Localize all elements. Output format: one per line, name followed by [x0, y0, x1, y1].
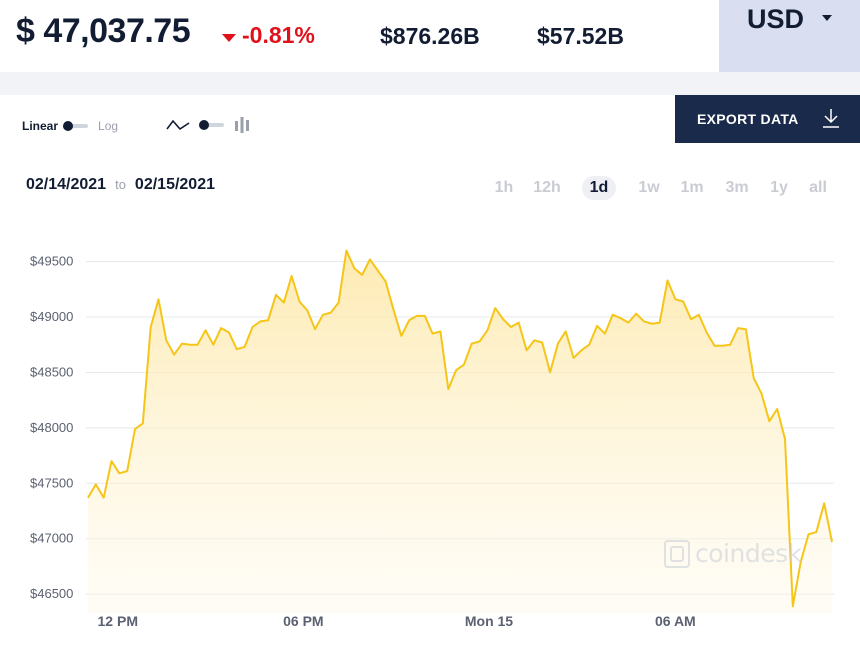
currency-label: USD: [747, 4, 805, 34]
y-tick-label: $46500: [30, 586, 73, 601]
x-axis-labels: 12 PM 06 PM Mon 15 06 AM: [98, 613, 696, 629]
y-tick-label: $49000: [30, 309, 73, 324]
ticker-header: $ 47,037.75 -0.81% $876.26B $57.52B USD: [0, 0, 860, 72]
range-1d[interactable]: 1d: [582, 176, 616, 200]
y-tick-label: $49500: [30, 254, 73, 269]
price-line: [87, 249, 833, 608]
export-data-label: EXPORT DATA: [697, 111, 799, 127]
date-range[interactable]: 02/14/2021 to 02/15/2021: [26, 176, 215, 194]
range-selector: 1h 12h 1d 1w 1m 3m 1y all: [0, 176, 860, 200]
coindesk-logo-icon: [664, 539, 690, 568]
price-change: -0.81%: [222, 22, 315, 49]
candlestick-icon[interactable]: [234, 116, 250, 134]
y-tick-label: $48000: [30, 420, 73, 435]
line-chart-icon[interactable]: [166, 117, 190, 133]
caret-down-icon: [822, 15, 832, 21]
triangle-down-icon: [222, 33, 236, 42]
current-price: $ 47,037.75: [16, 12, 191, 50]
chart-type-toggle[interactable]: [166, 116, 250, 134]
date-to-word: to: [115, 177, 126, 192]
y-axis-labels: $46500 $47000 $47500 $48000 $48500 $49000 $495…: [30, 254, 73, 602]
y-tick-label: $47000: [30, 531, 73, 546]
scale-switch[interactable]: [63, 121, 89, 131]
linear-label[interactable]: Linear: [22, 119, 59, 133]
x-tick-label: 06 PM: [283, 613, 323, 629]
log-label[interactable]: Log: [98, 119, 119, 133]
range-3m[interactable]: 3m: [725, 179, 749, 196]
y-tick-label: $47500: [30, 475, 73, 490]
price-change-value: -0.81%: [242, 22, 315, 48]
range-1h[interactable]: 1h: [494, 179, 514, 196]
date-to[interactable]: 02/15/2021: [134, 176, 215, 193]
download-icon: [823, 109, 839, 128]
volume: $57.52B: [537, 23, 624, 49]
scale-switch-knob: [63, 121, 74, 131]
date-from[interactable]: 02/14/2021: [26, 176, 107, 193]
export-data-button[interactable]: EXPORT DATA: [675, 95, 860, 143]
price-chart[interactable]: $46500 $47000 $47500 $48000 $48500 $49000 $495…: [0, 200, 860, 646]
price-area: [88, 250, 832, 613]
range-1m[interactable]: 1m: [680, 179, 704, 196]
x-tick-label: 12 PM: [98, 613, 138, 629]
range-1y[interactable]: 1y: [770, 179, 788, 196]
range-1w[interactable]: 1w: [638, 179, 660, 196]
currency-select[interactable]: USD: [719, 0, 860, 72]
x-tick-label: Mon 15: [465, 613, 513, 629]
watermark: coindesk: [664, 539, 802, 568]
x-tick-label: 06 AM: [655, 613, 696, 629]
range-12h[interactable]: 12h: [533, 179, 561, 196]
chart-type-switch[interactable]: [199, 120, 224, 130]
watermark-text: coindesk: [695, 539, 802, 568]
chart-type-switch-knob: [199, 120, 209, 130]
scale-toggle[interactable]: Linear Log: [22, 119, 118, 133]
range-all[interactable]: all: [809, 179, 827, 196]
y-tick-label: $48500: [30, 364, 73, 379]
market-cap: $876.26B: [380, 23, 480, 49]
